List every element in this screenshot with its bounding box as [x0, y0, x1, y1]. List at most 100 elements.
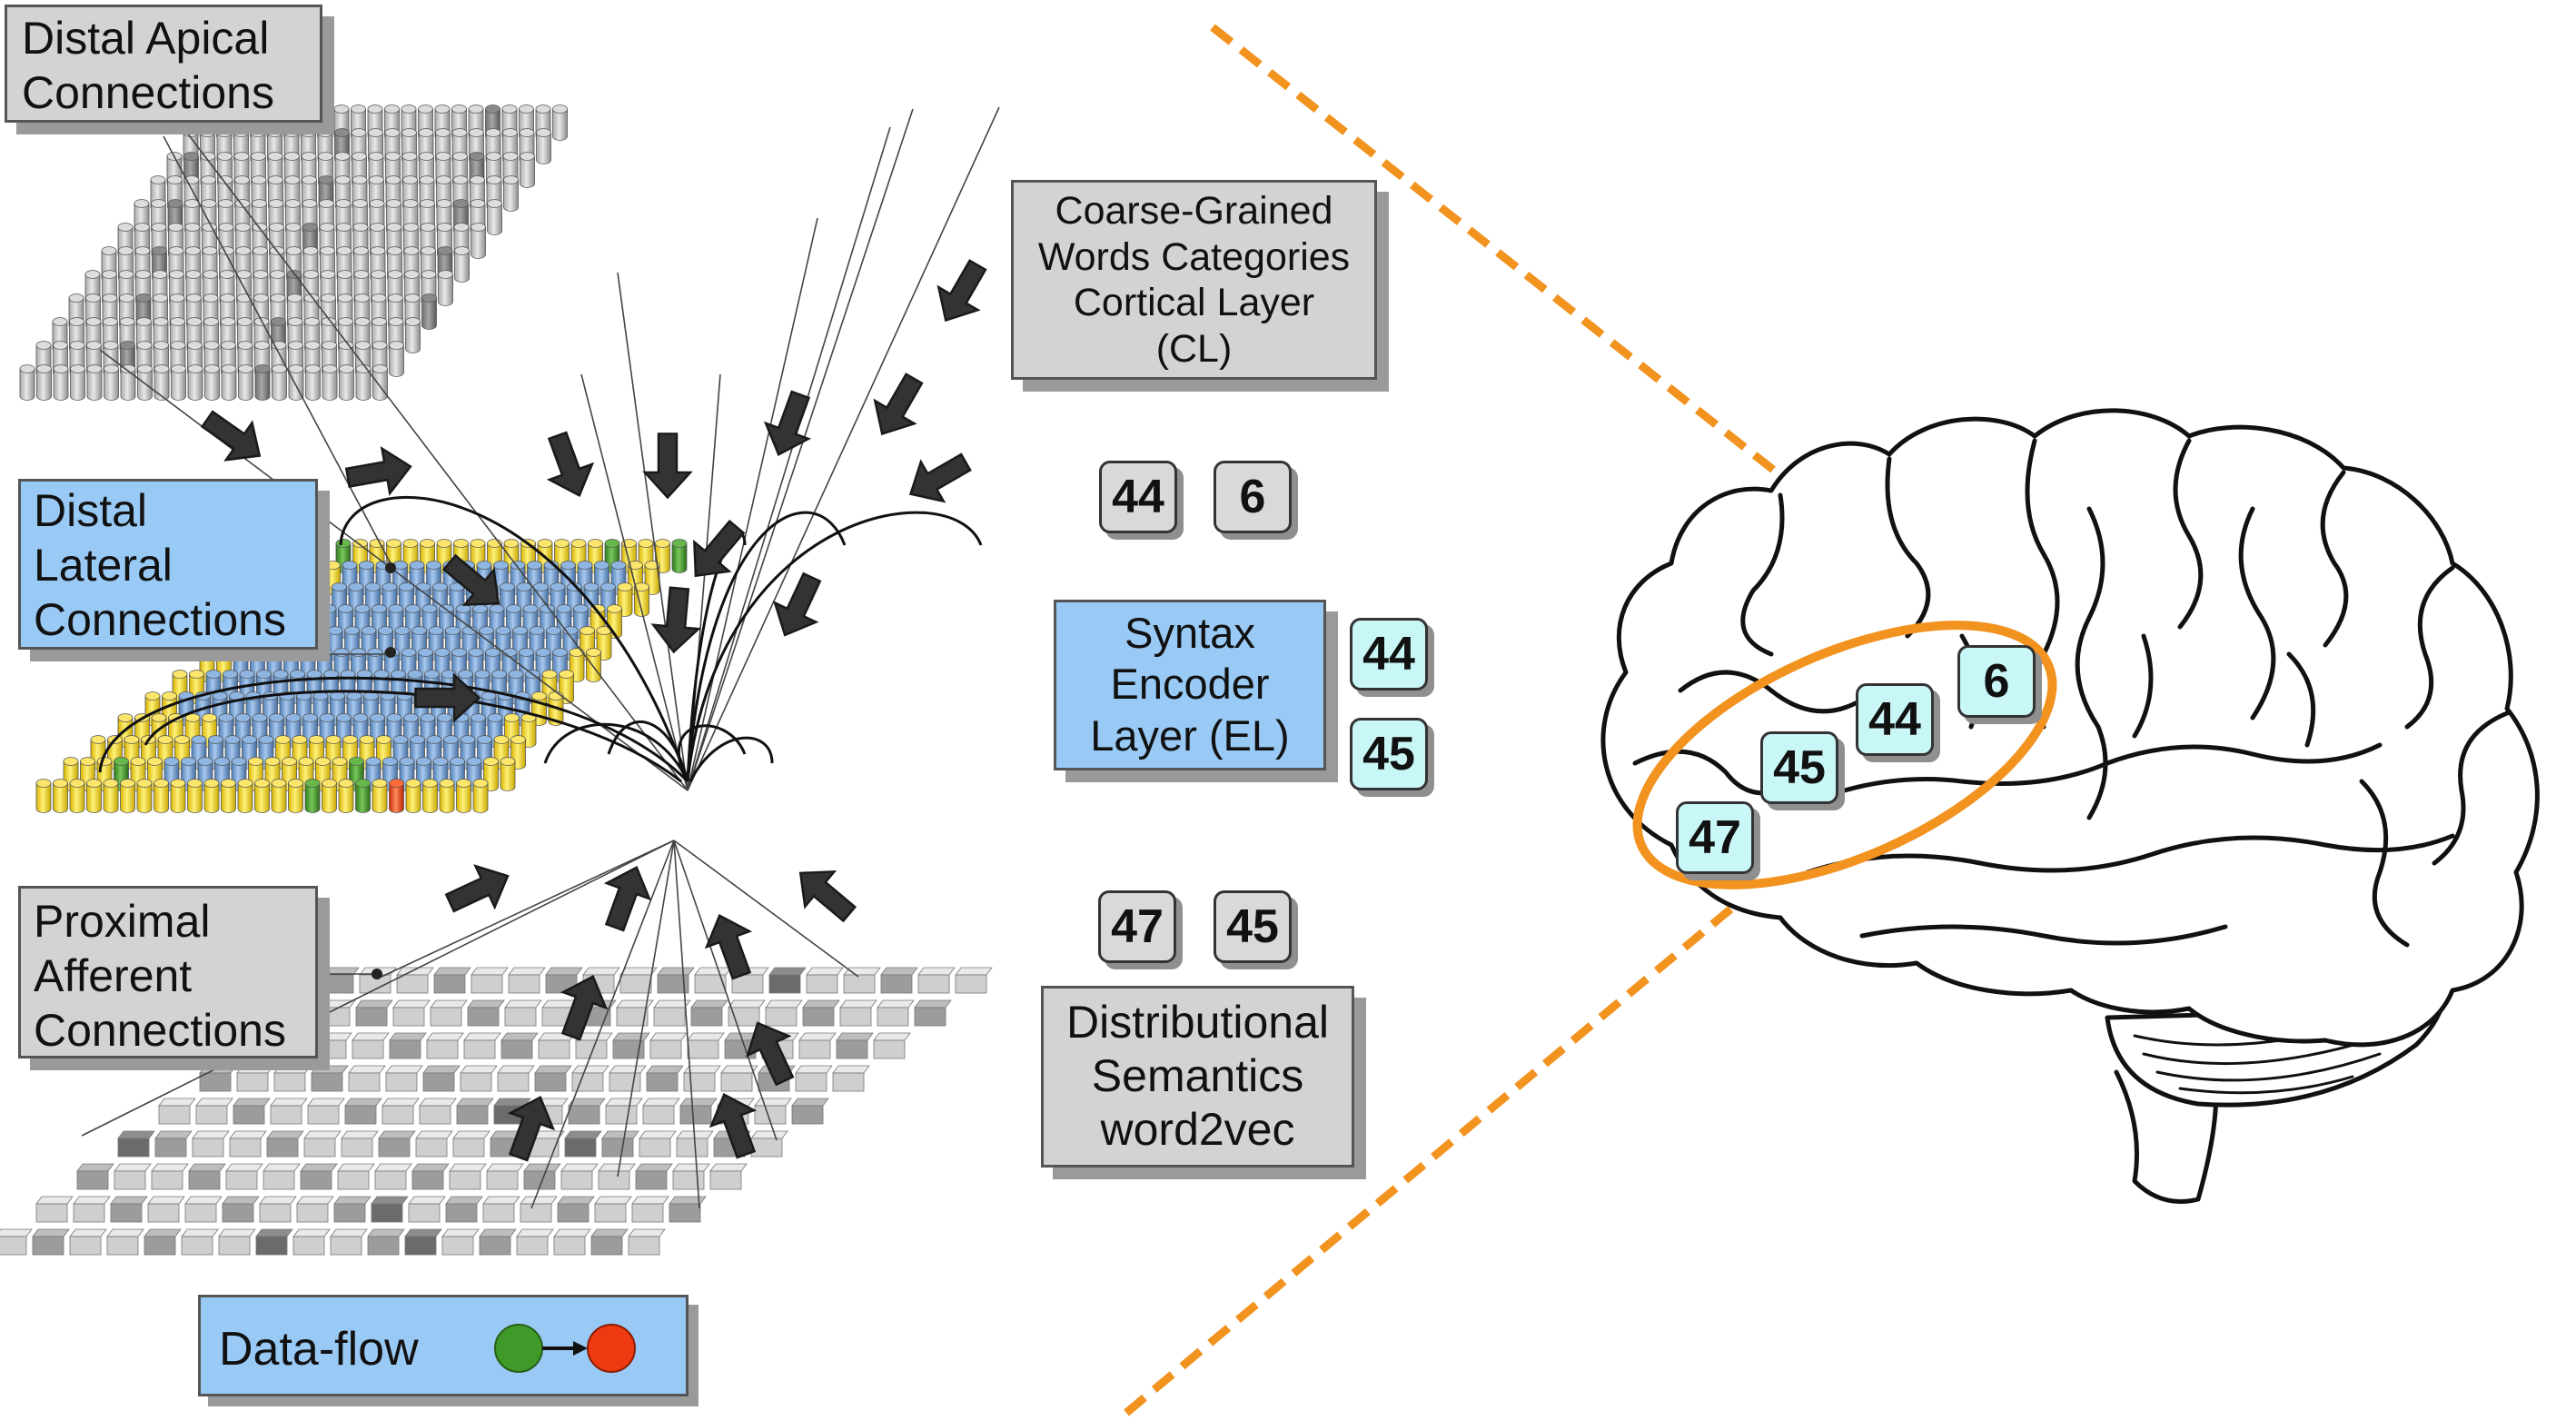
semantic-cell: [467, 999, 505, 1027]
column-yellow: [271, 779, 287, 813]
semantic-cell: [669, 1196, 707, 1223]
column-yellow: [136, 779, 153, 813]
semantic-cell: [560, 1163, 599, 1190]
semantic-cell: [259, 1196, 297, 1223]
column-gray: [322, 364, 338, 401]
semantic-cell: [631, 1196, 669, 1223]
semantic-cell: [322, 967, 360, 994]
column-gray: [305, 364, 321, 401]
dataflow-arrow-icon: [756, 385, 823, 464]
column-yellow: [203, 779, 220, 813]
semantic-cell: [255, 1228, 293, 1256]
semantic-cell: [341, 1130, 379, 1158]
broca-area-ellipse: [1632, 621, 2057, 889]
semantic-cell: [635, 1163, 673, 1190]
column-green: [304, 779, 321, 813]
dataflow-arrow-icon: [925, 253, 999, 333]
column-gray: [355, 364, 372, 401]
semantic-cell: [371, 1196, 409, 1223]
column-dark: [421, 293, 437, 330]
semantic-cell: [144, 1228, 182, 1256]
semantic-cell: [880, 967, 918, 994]
semantic-cell: [523, 1163, 561, 1190]
semantic-cell: [337, 1163, 375, 1190]
dataflow-arrow-icon: [649, 585, 703, 655]
column-gray: [536, 128, 551, 164]
cerebrum-outline: [1600, 408, 2540, 1048]
semantic-cell: [456, 1098, 494, 1125]
brain-area-badge-44: 44: [1856, 683, 1934, 756]
semantic-cell: [839, 999, 877, 1027]
source-cell-icon: [494, 1324, 543, 1373]
column-gray: [503, 175, 519, 212]
semantic-cell: [639, 1130, 677, 1158]
semantic-cell: [672, 1163, 710, 1190]
column-yellow: [86, 779, 102, 813]
semantic-cell: [619, 967, 658, 994]
column-yellow: [405, 779, 421, 813]
semantic-cell: [657, 967, 695, 994]
column-red: [389, 779, 404, 813]
column-yellow: [372, 779, 388, 813]
semantic-cell: [229, 1130, 267, 1158]
column-gray: [221, 364, 237, 401]
semantic-cell: [955, 967, 993, 994]
column-gray: [86, 364, 103, 401]
semantic-cell: [765, 999, 803, 1027]
semantic-cell: [463, 1032, 501, 1059]
semantic-cell: [158, 1098, 196, 1125]
semantic-cell: [333, 1196, 372, 1223]
dataflow-legend: Data-flow: [198, 1295, 689, 1396]
semantic-cell: [106, 1228, 144, 1256]
semantic-cell: [568, 1098, 606, 1125]
column-gray: [120, 364, 136, 401]
semantic-cell: [404, 1228, 442, 1256]
semantic-cell: [300, 1163, 338, 1190]
lateral-arcs: [98, 495, 983, 783]
column-gray: [438, 270, 453, 306]
semantic-cell: [843, 967, 881, 994]
semantic-cell: [389, 1032, 427, 1059]
dataflow-arrow-icon: [784, 854, 866, 933]
column-gray: [339, 364, 354, 401]
semantic-cell: [330, 1228, 368, 1256]
semantic-cell: [500, 1032, 539, 1059]
semantic-cell: [628, 1228, 666, 1256]
semantic-cell: [508, 967, 546, 994]
semantic-cell: [296, 1196, 334, 1223]
semantic-cell: [35, 1196, 74, 1223]
semantic-cell: [575, 1032, 613, 1059]
semantic-cell: [601, 1130, 639, 1158]
semantic-cell: [199, 1065, 237, 1092]
column-yellow: [439, 779, 455, 813]
column-dark: [254, 364, 271, 401]
semantic-cell: [836, 1032, 874, 1059]
column-yellow: [472, 779, 489, 813]
semantic-cell: [642, 1098, 680, 1125]
cl-area-badge-1: 44: [1099, 461, 1177, 533]
semantic-cell: [482, 1196, 520, 1223]
semantic-cell: [914, 999, 952, 1027]
semantic-cell: [768, 967, 807, 994]
semantic-cell: [452, 1130, 490, 1158]
semantic-cell: [355, 999, 393, 1027]
column-yellow: [254, 779, 270, 813]
distributional-semantics-label: Distributional Semantics word2vec: [1041, 986, 1354, 1168]
column-gray: [154, 364, 170, 401]
semantic-cell: [694, 967, 732, 994]
semantic-cell: [181, 1228, 219, 1256]
semantic-cell: [374, 1163, 412, 1190]
column-gray: [405, 317, 421, 353]
column-gray: [389, 341, 404, 377]
column-yellow: [170, 779, 186, 813]
semantic-cell: [236, 1065, 274, 1092]
column-gray: [53, 364, 69, 401]
column-yellow: [35, 779, 52, 813]
column-gray: [471, 223, 486, 259]
cl-area-badge-2: 6: [1214, 461, 1292, 533]
column-yellow: [120, 779, 135, 813]
dataflow-arrow-icon: [535, 426, 602, 505]
column-green: [355, 779, 371, 813]
semantic-cell: [687, 1032, 725, 1059]
semantic-cell: [516, 1228, 554, 1256]
